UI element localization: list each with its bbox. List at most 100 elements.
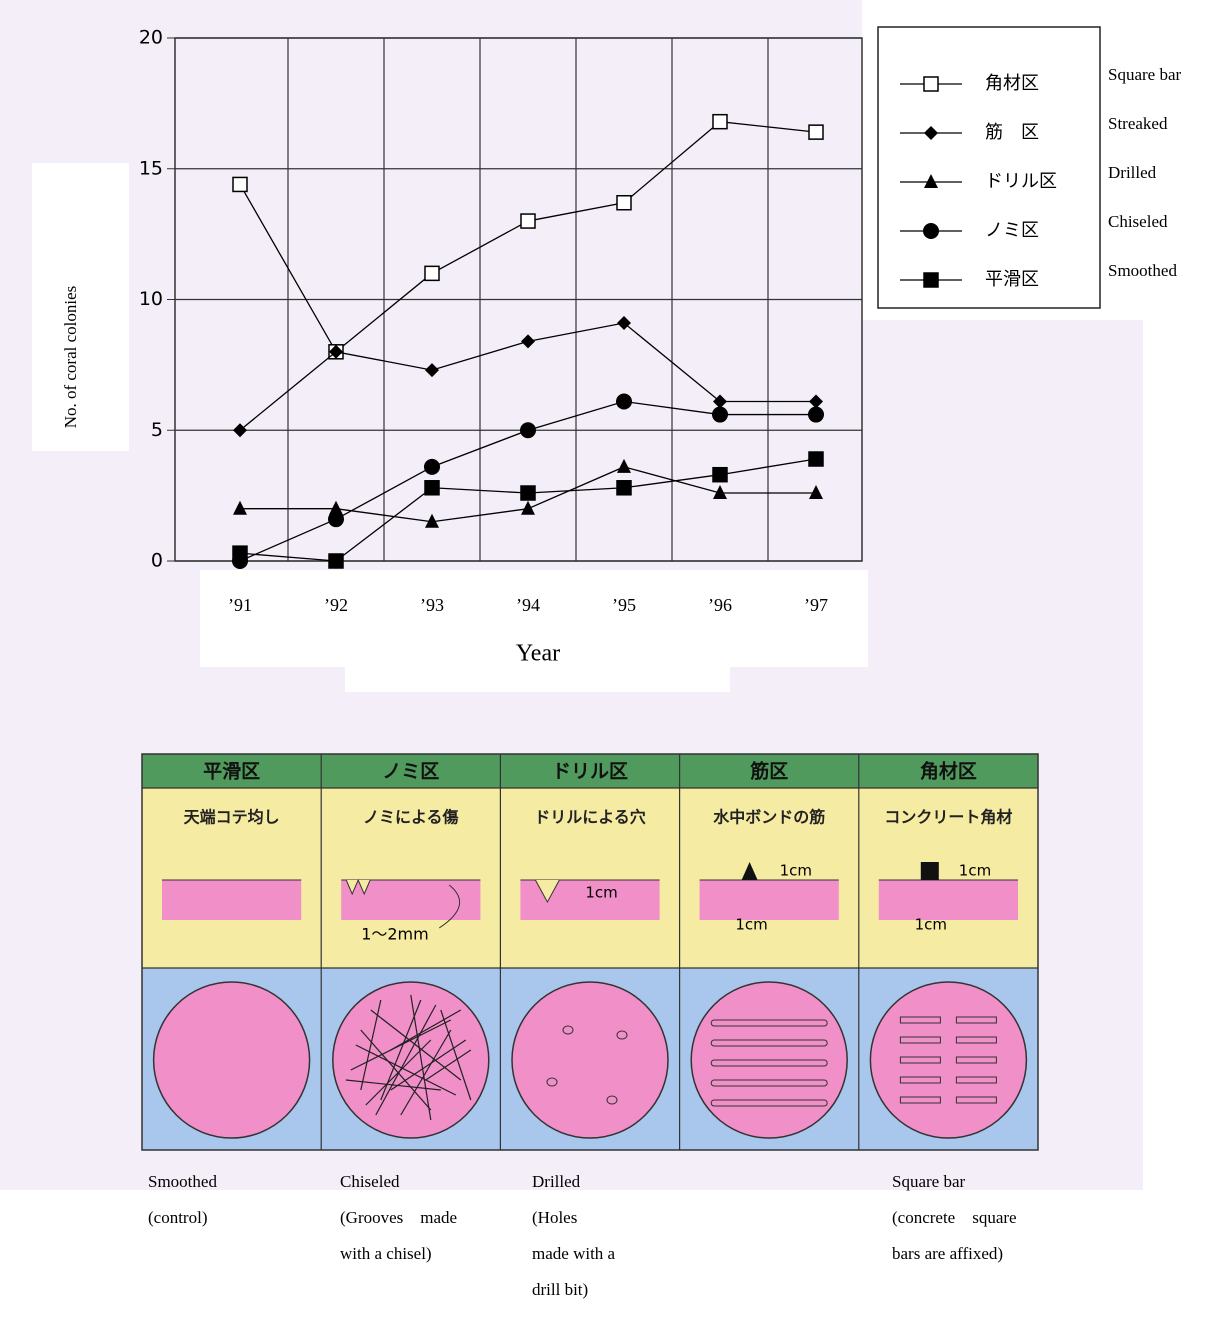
marker [329, 344, 343, 359]
plan-streak [710, 1039, 828, 1047]
marker [924, 126, 938, 140]
marker [808, 451, 824, 467]
marker [520, 485, 536, 501]
annotation: 1cm [780, 862, 812, 880]
plan-circle [511, 981, 669, 1139]
plan-circle [152, 981, 311, 1139]
marker [328, 511, 344, 528]
square-bar [920, 862, 939, 880]
legend-label: 平滑区 [985, 269, 1039, 290]
hole [534, 879, 560, 904]
marker [924, 174, 938, 188]
marker [617, 458, 631, 473]
chisel-groove [360, 1029, 432, 1111]
x-axis-label: Year [516, 641, 560, 667]
xlabel-box [345, 660, 730, 692]
plan-bar [899, 1056, 941, 1064]
marker [809, 485, 823, 500]
y-tick-label: 0 [151, 550, 163, 572]
x-tick-label: ’93 [420, 595, 444, 615]
marker [712, 113, 728, 130]
marker [329, 500, 343, 515]
plan-bar [955, 1056, 997, 1064]
ylabel-box [32, 163, 129, 451]
xlabel-box [200, 570, 868, 667]
marker [520, 422, 536, 439]
marker [328, 553, 344, 569]
legend-translation: Square bar [1108, 65, 1182, 84]
marker [809, 394, 823, 409]
marker [424, 480, 440, 496]
y-tick-label: 5 [151, 419, 163, 441]
plan-bar [955, 1076, 997, 1084]
annotation: 1cm [959, 862, 991, 880]
y-tick-label: 15 [139, 157, 163, 179]
marker [233, 423, 247, 438]
desc-row [142, 788, 1038, 968]
plan-circle [869, 981, 1028, 1139]
chisel-groove [390, 1039, 467, 1091]
chisel-groove [410, 994, 432, 1121]
legend-translation: Chiseled [1108, 212, 1168, 231]
x-tick-label: ’92 [324, 595, 348, 615]
legend [877, 26, 1101, 309]
column-header: ドリル区 [552, 761, 628, 783]
caption: (control) [148, 1208, 207, 1227]
chisel-groove [370, 1009, 462, 1081]
x-tick-label: ’97 [804, 595, 828, 615]
table-frame [141, 753, 1039, 1151]
marker [923, 272, 939, 288]
marker [808, 124, 824, 140]
marker [923, 223, 939, 239]
caption: with a chisel) [340, 1244, 432, 1263]
plan-streak [710, 1019, 828, 1027]
marker [712, 406, 728, 423]
drill-hole [562, 1025, 574, 1035]
streak [741, 862, 758, 880]
caption: Square bar [892, 1172, 966, 1191]
marker [923, 76, 939, 92]
chart: 0 5 10 15 20 ’91 ’92 ’93 ’94 ’95 ’96 ’97 角材区 Square b… [139, 27, 1182, 616]
chisel-groove [375, 1004, 437, 1116]
x-tick-label: ’94 [516, 595, 540, 615]
legend-translation: Streaked [1108, 114, 1168, 133]
plan-streak [710, 1099, 828, 1107]
chisel-groove [425, 1049, 472, 1081]
marker [713, 394, 727, 409]
groove [345, 878, 371, 896]
caption: (concrete square [892, 1208, 1017, 1227]
column-desc: 水中ボンドの筋 [713, 808, 825, 827]
x-tick-label: ’95 [612, 595, 636, 615]
legend-translation: Smoothed [1108, 261, 1177, 280]
cross-section [162, 880, 302, 920]
cross-section [878, 880, 1018, 920]
column-desc: コンクリート角材 [884, 808, 1012, 827]
column-header: 平滑区 [203, 761, 260, 783]
chisel-groove [390, 1009, 462, 1051]
caption: (Holes [532, 1208, 577, 1227]
drill-hole [616, 1030, 628, 1040]
marker [521, 334, 535, 349]
plan-bar [955, 1036, 997, 1044]
legend-label: ドリル区 [985, 171, 1057, 192]
marker [233, 500, 247, 515]
caption: bars are affixed) [892, 1244, 1003, 1263]
marker [425, 513, 439, 528]
drill-hole [606, 1095, 618, 1105]
chisel-groove [440, 1009, 472, 1101]
leader [438, 884, 461, 929]
plot-frame [174, 37, 863, 562]
marker [616, 194, 632, 211]
marker [713, 485, 727, 500]
plan-bar [899, 1036, 941, 1044]
marker [808, 406, 824, 423]
y-tick-label: 10 [139, 288, 163, 310]
marker [424, 265, 440, 282]
chisel-groove [345, 1079, 441, 1091]
marker [232, 176, 248, 193]
annotation: 1～2mm [361, 925, 429, 944]
plan-bar [899, 1016, 941, 1024]
plan-bar [955, 1096, 997, 1104]
